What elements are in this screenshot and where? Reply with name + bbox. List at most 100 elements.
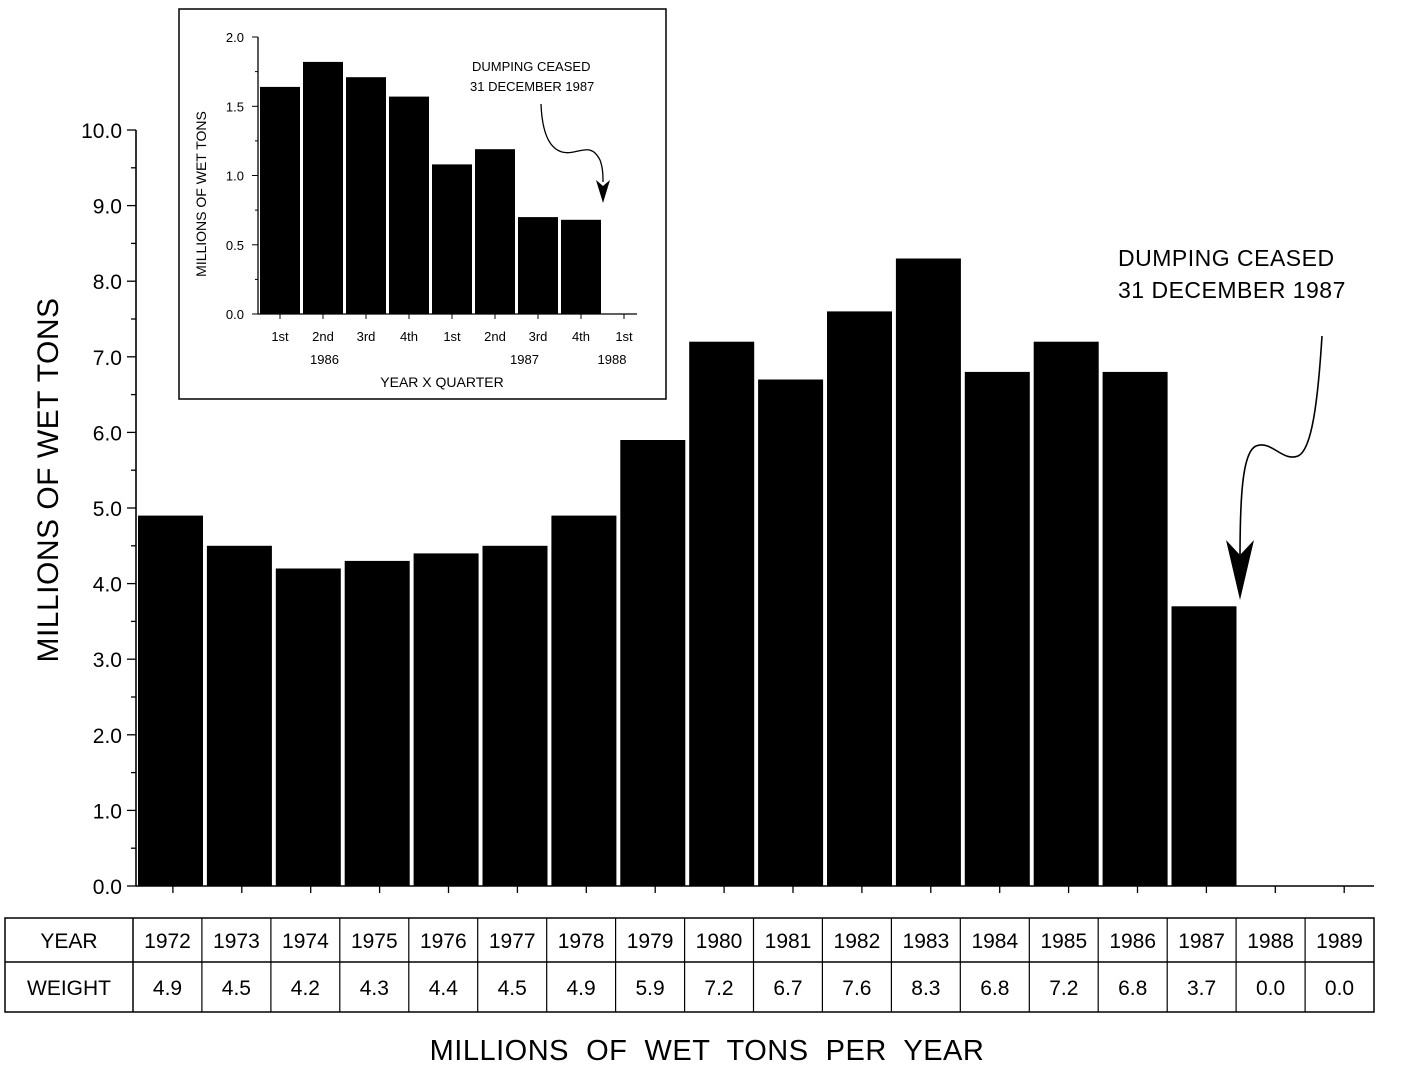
inset-bar-7 xyxy=(561,219,601,314)
table-weight-cell: 4.9 xyxy=(566,977,595,1000)
table-year-cell: 1981 xyxy=(765,930,812,953)
table-year-cell: 1983 xyxy=(903,930,950,953)
inset-year-label-1987: 1987 xyxy=(510,352,539,367)
inset-year-labels: 1986 1987 1988 xyxy=(310,352,626,367)
main-bar-1983 xyxy=(895,258,961,886)
main-bar-1980 xyxy=(689,341,755,886)
main-bar-1986 xyxy=(1102,371,1168,886)
inset-bar-2 xyxy=(346,77,386,314)
inset-x-tick-label: 4th xyxy=(400,329,418,344)
table-frame xyxy=(4,917,1375,1013)
main-annotation-arrow-icon xyxy=(1239,335,1323,561)
inset-bar-0 xyxy=(260,86,300,315)
table-row-label-weight: WEIGHT xyxy=(27,977,111,1000)
table-year-cell: 1978 xyxy=(558,930,605,953)
table-row-label-year: YEAR xyxy=(40,930,97,953)
main-annotation-line1: DUMPING CEASED xyxy=(1118,245,1335,271)
main-bar-1972 xyxy=(138,515,203,886)
table-weight-cell: 4.5 xyxy=(222,977,251,1000)
table-year-cell: 1986 xyxy=(1109,930,1156,953)
main-bar-1985 xyxy=(1033,341,1099,886)
main-annotation-arrowhead-icon xyxy=(1226,540,1254,600)
main-y-tick-label: 7.0 xyxy=(93,347,122,370)
table-weight-cell: 0.0 xyxy=(1325,977,1354,1000)
inset-y-tick-label: 2.0 xyxy=(226,30,244,45)
inset-y-tick-label: 1.0 xyxy=(226,169,244,184)
main-x-axis-title: MILLIONS OF WET TONS PER YEAR xyxy=(430,1035,985,1067)
table-weight-cell: 4.5 xyxy=(498,977,527,1000)
main-y-tick-label: 4.0 xyxy=(93,574,122,597)
inset-chart: 0.0 0.5 1.0 1.5 2.0 1st 2nd 3rd 4th 1st 2nd 3rd 4th… xyxy=(178,8,667,400)
inset-x-axis-label: YEAR X QUARTER xyxy=(380,374,503,390)
table-year-cell: 1989 xyxy=(1316,930,1363,953)
inset-annotation-line2: 31 DECEMBER 1987 xyxy=(470,79,594,94)
inset-x-tick-label: 2nd xyxy=(484,329,506,344)
main-y-tick-label: 0.0 xyxy=(93,876,122,899)
main-bar-1981 xyxy=(758,379,824,886)
table-year-cell: 1976 xyxy=(420,930,467,953)
main-bar-1977 xyxy=(482,545,548,886)
inset-bar-4 xyxy=(432,164,472,314)
inset-y-tick-label: 0.0 xyxy=(226,307,244,322)
table-weight-cell: 4.2 xyxy=(291,977,320,1000)
main-bar-1978 xyxy=(551,515,617,886)
main-y-tick-label: 9.0 xyxy=(93,196,122,219)
inset-annotation-arrow-icon xyxy=(540,103,604,183)
main-bar-1982 xyxy=(827,311,892,886)
main-y-tick-label: 2.0 xyxy=(93,725,122,748)
main-bar-1974 xyxy=(275,568,341,886)
table-year-cell: 1972 xyxy=(144,930,191,953)
table-weight-cell: 0.0 xyxy=(1256,977,1285,1000)
inset-x-tick-label: 4th xyxy=(572,329,590,344)
table-weight-cell: 6.8 xyxy=(1118,977,1147,1000)
main-y-tick-label: 8.0 xyxy=(93,271,122,294)
table-weight-cell: 7.6 xyxy=(842,977,871,1000)
data-table: YEAR WEIGHT 1972 4.9 1973 4.5 1974 4.2 1975 4.3 19… xyxy=(4,917,1375,1013)
main-annotation: DUMPING CEASED 31 DECEMBER 1987 xyxy=(1118,245,1346,600)
inset-year-label-1986: 1986 xyxy=(310,352,339,367)
inset-y-ticks: 0.0 0.5 1.0 1.5 2.0 xyxy=(226,30,258,322)
table-weight-cell: 4.4 xyxy=(429,977,459,1000)
main-y-tick-label: 6.0 xyxy=(93,422,122,445)
table-weight-cell: 4.3 xyxy=(360,977,389,1000)
main-bars xyxy=(138,258,1237,886)
inset-bar-3 xyxy=(389,96,429,314)
table-weight-cell: 7.2 xyxy=(1049,977,1078,1000)
inset-annotation: DUMPING CEASED 31 DECEMBER 1987 xyxy=(470,59,610,203)
main-annotation-line2: 31 DECEMBER 1987 xyxy=(1118,277,1346,303)
table-weight-cell: 7.2 xyxy=(704,977,733,1000)
table-year-cell: 1987 xyxy=(1178,930,1225,953)
main-y-tick-label: 5.0 xyxy=(93,498,122,521)
inset-y-tick-label: 1.5 xyxy=(226,99,244,114)
inset-annotation-arrowhead-icon xyxy=(596,180,610,203)
main-bar-1987 xyxy=(1171,606,1237,886)
main-y-tick-label: 1.0 xyxy=(93,800,122,823)
main-bar-1973 xyxy=(206,545,272,886)
inset-bar-6 xyxy=(518,217,558,314)
main-y-tick-label: 10.0 xyxy=(81,120,122,143)
table-year-cell: 1975 xyxy=(351,930,398,953)
inset-x-tick-label: 3rd xyxy=(529,329,548,344)
table-year-cell: 1973 xyxy=(213,930,260,953)
table-year-cell: 1988 xyxy=(1247,930,1294,953)
table-weight-cell: 3.7 xyxy=(1187,977,1216,1000)
inset-annotation-line1: DUMPING CEASED xyxy=(472,59,590,74)
main-bar-1984 xyxy=(964,371,1030,886)
inset-x-tick-label: 2nd xyxy=(312,329,334,344)
inset-bars xyxy=(260,61,601,315)
inset-bar-1 xyxy=(303,61,343,315)
table-weight-cell: 6.8 xyxy=(980,977,1009,1000)
table-weight-cell: 6.7 xyxy=(773,977,802,1000)
table-year-cell: 1980 xyxy=(696,930,743,953)
inset-x-tick-label: 1st xyxy=(271,329,289,344)
inset-y-axis-label: MILLIONS OF WET TONS xyxy=(193,111,209,277)
inset-x-tick-label: 1st xyxy=(615,329,633,344)
main-chart: 0.0 1.0 2.0 3.0 4.0 5.0 6.0 7.0 8.0 9.0 10.0 MILLI… xyxy=(32,120,1374,899)
main-bar-1975 xyxy=(344,560,410,886)
table-year-cell: 1979 xyxy=(627,930,674,953)
inset-x-tick-label: 3rd xyxy=(357,329,376,344)
main-y-axis-label: MILLIONS OF WET TONS xyxy=(32,297,65,662)
table-year-cell: 1984 xyxy=(971,930,1018,953)
inset-year-label-1988: 1988 xyxy=(598,352,627,367)
